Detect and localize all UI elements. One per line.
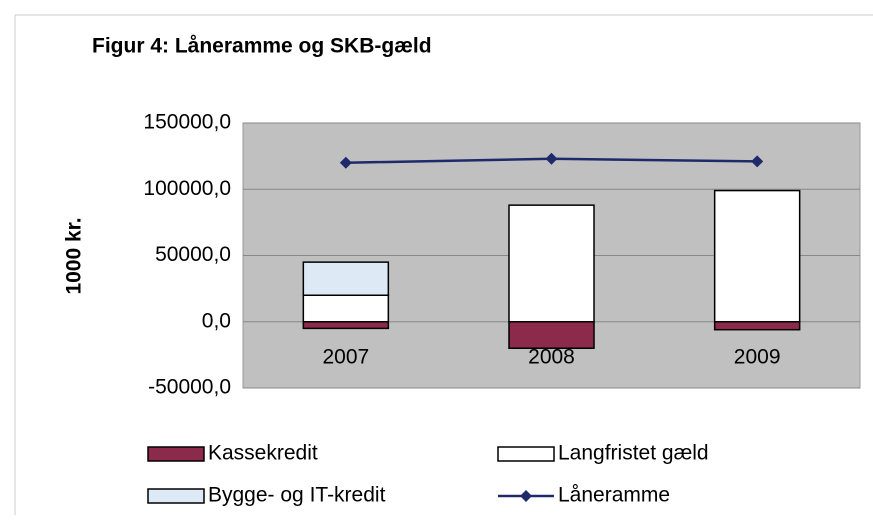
line-marker bbox=[339, 156, 352, 169]
legend-label: Langfristet gæld bbox=[558, 442, 709, 465]
line-marker bbox=[751, 155, 764, 168]
legend-label: Bygge- og IT-kredit bbox=[208, 484, 386, 507]
legend-label: Kassekredit bbox=[208, 442, 318, 465]
legend-swatch bbox=[147, 446, 205, 462]
bar bbox=[508, 204, 595, 323]
legend-marker bbox=[520, 490, 532, 502]
chart-title: Figur 4: Låneramme og SKB-gæld bbox=[92, 35, 432, 58]
bar bbox=[302, 261, 390, 296]
bar bbox=[302, 321, 390, 330]
y-tick-label: 50000,0 bbox=[155, 243, 231, 266]
legend-swatch bbox=[497, 446, 555, 462]
y-axis-label: 1000 kr. bbox=[63, 217, 86, 294]
line-marker bbox=[545, 152, 558, 165]
bar bbox=[713, 189, 801, 323]
legend-swatch bbox=[147, 488, 205, 504]
bar bbox=[302, 294, 390, 323]
y-tick-label: -50000,0 bbox=[148, 376, 231, 399]
y-tick-label: 0,0 bbox=[202, 309, 231, 332]
bar bbox=[508, 321, 595, 349]
bar bbox=[713, 321, 801, 331]
y-tick-label: 150000,0 bbox=[143, 111, 231, 134]
x-tick-label: 2007 bbox=[322, 346, 369, 369]
y-tick-label: 100000,0 bbox=[143, 177, 231, 200]
legend-label: Låneramme bbox=[558, 484, 670, 507]
x-tick-label: 2009 bbox=[734, 346, 781, 369]
x-tick-label: 2008 bbox=[528, 346, 575, 369]
